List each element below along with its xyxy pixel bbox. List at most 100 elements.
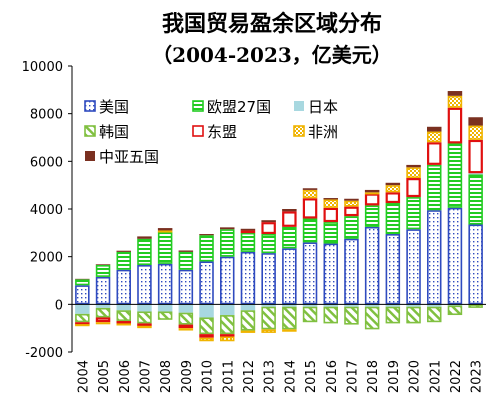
bar-2004-s0 xyxy=(75,285,90,305)
bar-2011-s1 xyxy=(220,229,235,257)
bar-2013-s0 xyxy=(261,253,276,305)
bar-2004-s6 xyxy=(75,278,90,280)
bar-2021-s1 xyxy=(427,164,442,211)
bar-2020-s6 xyxy=(406,164,421,168)
bar-2008-s3 xyxy=(157,311,173,320)
bar-2016-s4 xyxy=(323,207,338,223)
bar-2008-s2 xyxy=(157,304,173,312)
bar-2007-s1 xyxy=(137,238,152,266)
x-tick-label: 2016 xyxy=(325,360,340,393)
bar-2022-s2 xyxy=(447,304,463,306)
y-tick-label: 10000 xyxy=(22,60,63,75)
bar-2022-s4 xyxy=(447,107,463,144)
bar-2015-s3 xyxy=(302,306,318,323)
bar-2007-s0 xyxy=(137,265,152,305)
bar-2006-s1 xyxy=(116,251,131,270)
bar-2013-s3 xyxy=(261,306,276,330)
bar-2022-s1 xyxy=(447,143,463,208)
bar-2023-s2 xyxy=(468,173,483,175)
bar-2019-s1 xyxy=(385,203,401,235)
bar-2020-s3 xyxy=(406,306,421,324)
legend-label: 美国 xyxy=(99,98,129,116)
y-tick-label: 6000 xyxy=(30,155,63,170)
chart-subtitle: （2004-2023，亿美元） xyxy=(152,43,392,67)
bar-2017-s0 xyxy=(344,238,359,305)
bar-2009-s3 xyxy=(178,312,194,325)
bar-2004-s5 xyxy=(75,324,90,327)
bar-2010-s6 xyxy=(199,234,214,236)
bar-2018-s6 xyxy=(364,189,380,193)
x-tick-label: 2014 xyxy=(283,360,298,393)
bar-2010-s2 xyxy=(199,304,214,318)
bar-2023-s0 xyxy=(468,224,483,305)
bar-2016-s2 xyxy=(323,304,338,307)
legend-swatch xyxy=(84,100,96,112)
bar-2005-s1 xyxy=(95,265,111,277)
bar-2021-s3 xyxy=(427,306,442,323)
bar-2011-s6 xyxy=(220,227,235,230)
bar-2016-s3 xyxy=(323,306,338,324)
bar-2005-s3 xyxy=(95,307,111,318)
bar-2019-s5 xyxy=(385,185,401,193)
bar-2019-s2 xyxy=(385,304,401,307)
y-tick-label: 4000 xyxy=(30,203,63,218)
bar-2006-s0 xyxy=(116,269,131,305)
legend-label: 中亚五国 xyxy=(99,148,159,166)
bar-2023-s4 xyxy=(468,139,483,174)
bar-2023-s6 xyxy=(468,117,483,126)
y-tick-label: 0 xyxy=(55,298,63,313)
bar-2020-s1 xyxy=(406,197,421,230)
x-tick-label: 2011 xyxy=(221,360,236,393)
bar-2012-s2 xyxy=(240,304,256,311)
bar-2011-s4 xyxy=(220,334,235,337)
bar-2014-s0 xyxy=(282,248,297,305)
y-tick-label: -2000 xyxy=(25,346,63,361)
bar-2008-s5 xyxy=(157,230,173,233)
bar-2018-s4 xyxy=(364,193,380,206)
bar-2019-s0 xyxy=(385,234,401,305)
bar-2011-s0 xyxy=(220,256,235,305)
bar-2016-s6 xyxy=(323,198,338,200)
bar-2019-s4 xyxy=(385,192,401,204)
x-tick-label: 2017 xyxy=(345,360,360,393)
bar-2012-s5 xyxy=(240,330,256,333)
x-tick-label: 2010 xyxy=(201,360,216,393)
bar-2010-s1 xyxy=(199,235,214,262)
x-tick-label: 2021 xyxy=(428,360,443,393)
bar-2018-s0 xyxy=(364,226,380,305)
bar-2010-s0 xyxy=(199,261,214,305)
x-tick-label: 2013 xyxy=(263,360,278,393)
bar-2004-s3 xyxy=(75,313,90,323)
bar-2005-s4 xyxy=(95,317,111,323)
bar-2009-s4 xyxy=(178,324,194,329)
bar-2015-s4 xyxy=(302,198,318,219)
bar-2013-s6 xyxy=(261,220,276,223)
bar-2006-s2 xyxy=(116,304,131,311)
bar-2016-s5 xyxy=(323,199,338,208)
x-tick-label: 2023 xyxy=(470,360,485,393)
bar-2013-s5 xyxy=(261,329,276,333)
bar-2012-s3 xyxy=(240,310,256,331)
bar-2005-s6 xyxy=(95,264,111,265)
bar-2013-s1 xyxy=(261,234,276,254)
bar-2014-s4 xyxy=(282,211,297,227)
bar-2006-s5 xyxy=(116,323,131,326)
legend-label: 非洲 xyxy=(308,123,338,141)
bar-2012-s6 xyxy=(240,228,256,231)
bar-2014-s3 xyxy=(282,306,297,330)
x-tick-label: 2005 xyxy=(97,360,112,393)
bar-2012-s0 xyxy=(240,251,256,305)
bar-2009-s2 xyxy=(178,304,194,313)
bar-2009-s1 xyxy=(178,251,194,270)
bar-2016-s1 xyxy=(323,222,338,244)
x-tick-label: 2004 xyxy=(76,360,91,393)
bar-2022-s6 xyxy=(447,91,463,96)
legend-label: 韩国 xyxy=(99,123,129,141)
bar-2017-s4 xyxy=(344,206,359,217)
bar-2015-s0 xyxy=(302,242,318,305)
bar-2015-s1 xyxy=(302,218,318,243)
legend-label: 欧盟27国 xyxy=(207,98,271,116)
bar-2017-s6 xyxy=(344,198,359,201)
